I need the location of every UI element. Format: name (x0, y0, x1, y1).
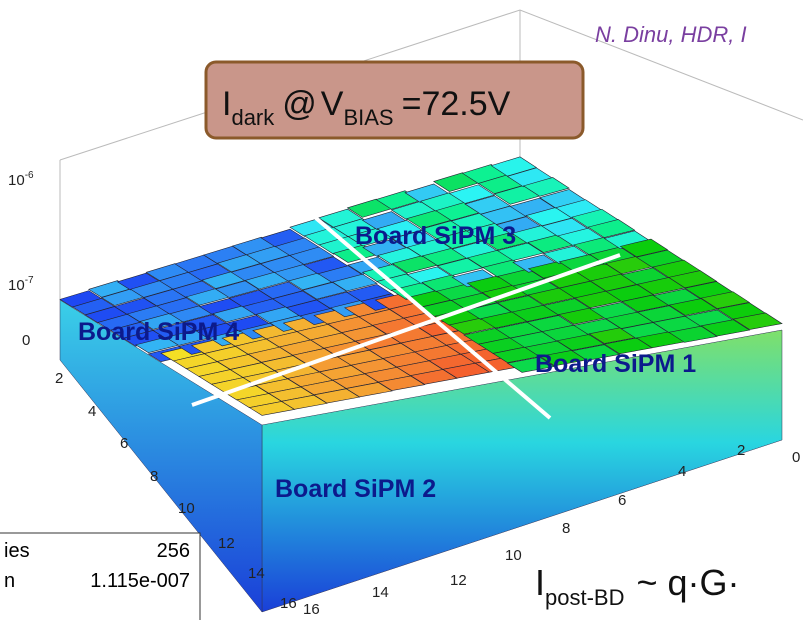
stats-key: n (4, 570, 15, 592)
stats-value: 1.115e-007 (90, 570, 190, 592)
stats-key: ies (4, 540, 30, 562)
x-tick-label: 16 (303, 601, 320, 618)
y-tick-label: 14 (248, 565, 265, 582)
base: 10 (8, 277, 25, 294)
x-tick-label: 0 (792, 449, 800, 466)
rest: ~ q·G· (637, 562, 740, 603)
symbol: V (321, 85, 344, 123)
subscript: BIAS (343, 105, 393, 130)
x-tick-label: 2 (737, 442, 745, 459)
x-tick-label: 8 (562, 520, 570, 537)
subscript: post-BD (545, 585, 624, 610)
region-label: Board SiPM 1 (535, 350, 696, 378)
formula: Ipost-BD ~ q·G· (535, 562, 740, 610)
x-tick-label: 6 (618, 492, 626, 509)
y-tick-label: 10 (178, 500, 195, 517)
value: =72.5V (402, 85, 511, 123)
z-tick-label: 10-7 (8, 275, 34, 294)
y-tick-label: 2 (55, 370, 63, 387)
x-tick-label: 10 (505, 547, 522, 564)
y-tick-label: 8 (150, 468, 158, 485)
region-label: Board SiPM 2 (275, 475, 436, 503)
subscript: dark (231, 105, 275, 130)
x-tick-label: 14 (372, 584, 389, 601)
symbol: I (222, 85, 231, 123)
exponent: -6 (25, 170, 34, 181)
symbol: I (535, 562, 545, 603)
page: N. Dinu, HDR, I Idark @VBIAS =72.5V Board … (0, 0, 803, 620)
y-tick-label: 4 (88, 403, 96, 420)
y-tick-label: 16 (280, 595, 297, 612)
at: @ (282, 85, 317, 123)
x-tick-label: 4 (678, 463, 686, 480)
y-tick-label: 6 (120, 435, 128, 452)
z-tick-label: 10-6 (8, 170, 34, 189)
region-label: Board SiPM 4 (78, 318, 239, 346)
region-label: Board SiPM 3 (355, 222, 516, 250)
author: N. Dinu, HDR, I (595, 22, 747, 47)
y-tick-label: 12 (218, 535, 235, 552)
base: 10 (8, 172, 25, 189)
z-tick-label: 0 (22, 332, 30, 349)
exponent: -7 (25, 275, 34, 286)
lego-plot-slide: N. Dinu, HDR, I Idark @VBIAS =72.5V Board … (0, 0, 803, 620)
base: 0 (22, 332, 30, 349)
x-tick-label: 12 (450, 572, 467, 589)
stats-value: 256 (157, 540, 190, 562)
